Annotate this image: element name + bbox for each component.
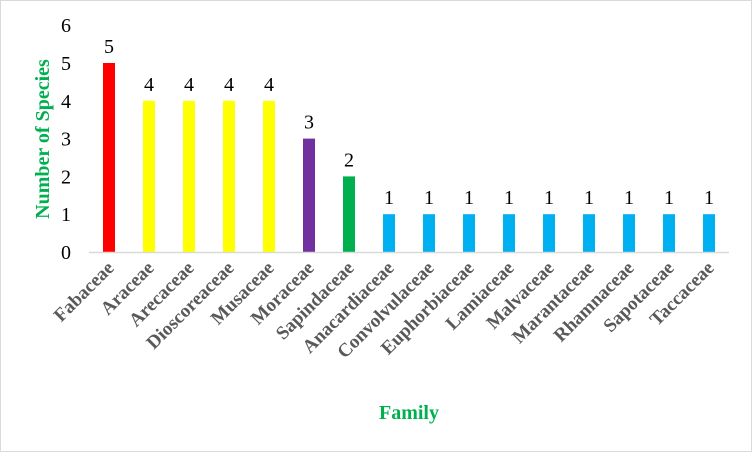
data-label: 1 <box>464 187 474 209</box>
y-tick-label: 1 <box>61 204 71 226</box>
bar <box>663 214 675 252</box>
y-tick-label: 0 <box>61 242 71 264</box>
bar <box>223 100 235 252</box>
y-tick-label: 5 <box>61 53 71 75</box>
bar <box>303 138 315 252</box>
bar <box>623 214 635 252</box>
data-label: 1 <box>504 187 514 209</box>
data-label: 3 <box>304 112 314 134</box>
bar <box>543 214 555 252</box>
bar <box>583 214 595 252</box>
bar <box>423 214 435 252</box>
bar <box>263 100 275 252</box>
data-label: 1 <box>664 187 674 209</box>
y-tick-label: 6 <box>61 15 71 37</box>
y-tick-label: 4 <box>61 91 71 113</box>
bar <box>703 214 715 252</box>
bar <box>343 176 355 252</box>
data-label: 1 <box>384 187 394 209</box>
y-tick-label: 2 <box>61 166 71 188</box>
data-label: 4 <box>264 74 274 96</box>
data-label: 1 <box>424 187 434 209</box>
bar <box>503 214 515 252</box>
data-label: 5 <box>104 36 114 58</box>
y-tick-label: 3 <box>61 129 71 151</box>
data-label: 1 <box>544 187 554 209</box>
y-axis-title: Number of Species <box>32 59 54 219</box>
bar <box>143 100 155 252</box>
data-label: 1 <box>624 187 634 209</box>
data-label: 4 <box>224 74 234 96</box>
data-label: 1 <box>584 187 594 209</box>
x-axis-title: Family <box>379 402 439 424</box>
bar <box>183 100 195 252</box>
data-label: 2 <box>344 149 354 171</box>
bar <box>463 214 475 252</box>
bar <box>103 63 115 252</box>
data-label: 4 <box>144 74 154 96</box>
data-label: 1 <box>704 187 714 209</box>
bar <box>383 214 395 252</box>
data-label: 4 <box>184 74 194 96</box>
